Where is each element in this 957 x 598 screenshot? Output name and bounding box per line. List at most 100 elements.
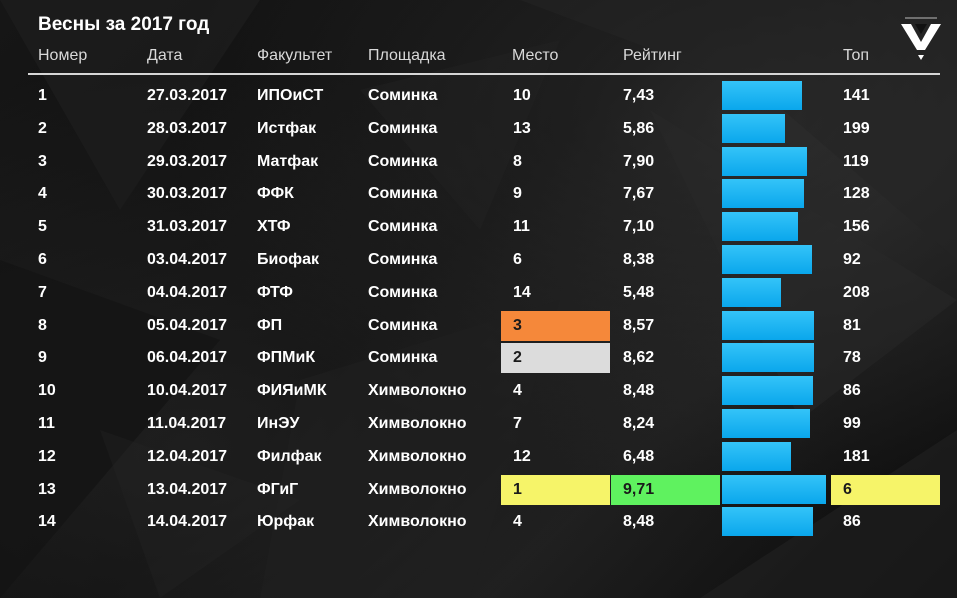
header-top: Топ [843,47,870,64]
rating-bar [722,113,785,143]
cell-rating: 7,67 [623,185,655,203]
cell-venue: Химволокно [368,513,467,531]
table-row: 3 29.03.2017 Матфак Соминка 8 7,90 119 [0,145,957,178]
rating-bar [722,212,798,242]
header-venue: Площадка [368,47,446,64]
cell-rating: 8,57 [623,316,655,334]
cell-faculty: Юрфак [257,513,315,531]
rating-bar [722,245,812,274]
header-date: Дата [147,47,183,64]
cell-place: 12 [513,447,531,465]
cell-place: 4 [513,513,522,531]
zv-logo-icon [901,17,941,60]
rating-bar [722,409,810,438]
rating-bar [722,179,804,209]
cell-rating: 8,38 [623,251,655,268]
cell-venue: Соминка [368,152,438,170]
cell-number: 7 [38,283,47,301]
table-header: Номер Дата Факультет Площадка Место Рейт… [0,47,957,71]
rating-bar [722,146,807,176]
table-row: 6 03.04.2017 Биофак Соминка 6 8,38 92 [0,243,957,276]
cell-top: 92 [843,251,861,268]
cell-top: 208 [843,283,870,301]
table-row: 14 14.04.2017 Юрфак Химволокно 4 8,48 86 [0,505,957,538]
cell-date: 29.03.2017 [147,152,228,170]
cell-date: 06.04.2017 [147,349,228,367]
header-rating: Рейтинг [623,47,682,64]
cell-place: 6 [513,251,522,268]
cell-faculty: ФТФ [257,283,293,301]
table-row: 12 12.04.2017 Филфак Химволокно 12 6,48 181 [0,440,957,473]
cell-rating: 6,48 [623,447,655,465]
table-row: 5 31.03.2017 ХТФ Соминка 11 7,10 156 [0,210,957,243]
table-row: 7 04.04.2017 ФТФ Соминка 14 5,48 208 [0,276,957,309]
rating-bar [722,474,826,504]
cell-number: 13 [38,480,56,498]
cell-date: 12.04.2017 [147,447,228,465]
table-row: 11 11.04.2017 ИнЭУ Химволокно 7 8,24 99 [0,407,957,440]
rating-bar [722,277,781,307]
cell-venue: Соминка [368,185,438,203]
cell-top: 128 [843,185,870,203]
cell-date: 31.03.2017 [147,218,228,236]
table-row: 4 30.03.2017 ФФК Соминка 9 7,67 128 [0,177,957,210]
rating-bar [722,310,814,340]
cell-place: 4 [513,382,522,400]
cell-number: 9 [38,349,47,367]
cell-venue: Соминка [368,87,438,104]
cell-venue: Соминка [368,119,438,137]
cell-date: 13.04.2017 [147,480,228,498]
cell-top: 78 [843,349,861,367]
cell-top: 86 [843,382,861,400]
cell-date: 03.04.2017 [147,251,228,268]
cell-venue: Химволокно [368,382,467,400]
cell-place: 11 [513,218,530,236]
cell-rating: 8,48 [623,382,655,400]
cell-venue: Химволокно [368,447,467,465]
cell-date: 11.04.2017 [147,415,227,432]
cell-rating: 9,71 [611,474,720,505]
cell-faculty: Истфак [257,119,317,137]
cell-rating: 8,48 [623,513,655,531]
cell-place: 3 [501,310,610,341]
cell-date: 27.03.2017 [147,87,228,104]
cell-place: 7 [513,415,522,432]
cell-place: 9 [513,185,522,203]
cell-faculty: Биофак [257,251,320,268]
cell-number: 11 [38,415,55,432]
rating-bar [722,376,813,406]
cell-faculty: Матфак [257,152,319,170]
cell-faculty: ФИЯиМК [257,382,327,400]
cell-rating: 8,62 [623,349,655,367]
cell-faculty: Филфак [257,447,322,465]
cell-rating: 7,10 [623,218,655,236]
cell-place: 2 [501,343,610,374]
header-place: Место [512,47,559,64]
cell-date: 30.03.2017 [147,185,228,203]
cell-faculty: ФП [257,316,283,334]
cell-rating: 8,24 [623,415,655,432]
cell-place: 14 [513,283,531,301]
cell-venue: Соминка [368,283,438,301]
cell-place: 10 [513,87,531,104]
cell-venue: Соминка [368,316,438,334]
cell-date: 05.04.2017 [147,316,228,334]
rating-bar [722,441,791,471]
page-title: Весны за 2017 год [38,14,210,35]
cell-top: 86 [843,513,861,531]
cell-top: 119 [843,152,869,170]
cell-top: 141 [843,87,870,104]
cell-number: 14 [38,513,56,531]
cell-number: 10 [38,382,56,400]
cell-top: 181 [843,447,870,465]
rating-bar [722,343,814,373]
cell-rating: 5,48 [623,283,655,301]
cell-top: 99 [843,415,861,432]
header-faculty: Факультет [257,47,333,64]
cell-venue: Соминка [368,349,438,367]
cell-faculty: ХТФ [257,218,291,236]
cell-venue: Соминка [368,251,438,268]
cell-top: 156 [843,218,870,236]
table-row: 9 06.04.2017 ФПМиК Соминка 2 8,62 78 [0,341,957,374]
